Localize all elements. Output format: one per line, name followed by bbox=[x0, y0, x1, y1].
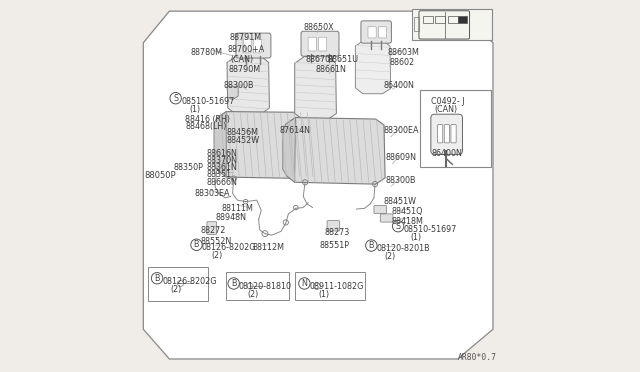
Text: 88111M: 88111M bbox=[221, 204, 253, 213]
Text: B: B bbox=[154, 274, 160, 283]
Polygon shape bbox=[143, 11, 493, 359]
Text: 88361N: 88361N bbox=[207, 163, 237, 172]
FancyBboxPatch shape bbox=[308, 37, 316, 51]
Text: 88780M: 88780M bbox=[191, 48, 223, 57]
Text: C0492- J: C0492- J bbox=[431, 97, 465, 106]
FancyBboxPatch shape bbox=[431, 114, 463, 154]
Text: 88416 (RH): 88416 (RH) bbox=[186, 115, 230, 124]
Text: (CAN): (CAN) bbox=[435, 105, 458, 114]
Text: 88661N: 88661N bbox=[316, 65, 346, 74]
Text: 88370N: 88370N bbox=[207, 156, 237, 165]
Text: 88603M: 88603M bbox=[388, 48, 420, 57]
Text: 88050P: 88050P bbox=[145, 171, 176, 180]
FancyBboxPatch shape bbox=[444, 125, 449, 143]
Text: 88452W: 88452W bbox=[227, 136, 259, 145]
FancyBboxPatch shape bbox=[368, 27, 376, 38]
Text: 88303EA: 88303EA bbox=[195, 189, 230, 198]
Text: 88650X: 88650X bbox=[303, 23, 334, 32]
Polygon shape bbox=[227, 55, 269, 115]
Text: 88666N: 88666N bbox=[207, 178, 237, 187]
Text: (2): (2) bbox=[170, 285, 182, 294]
Text: 08126-8202G: 08126-8202G bbox=[163, 277, 217, 286]
Text: 86400N: 86400N bbox=[384, 81, 415, 90]
Text: 86400N: 86400N bbox=[431, 149, 463, 158]
FancyBboxPatch shape bbox=[236, 33, 271, 58]
Text: B: B bbox=[194, 240, 199, 249]
FancyBboxPatch shape bbox=[243, 39, 251, 53]
Text: S: S bbox=[396, 222, 401, 231]
Text: 88112M: 88112M bbox=[252, 243, 284, 252]
FancyBboxPatch shape bbox=[361, 21, 392, 43]
Text: 08120-81810: 08120-81810 bbox=[239, 282, 292, 291]
Text: 08510-51697: 08510-51697 bbox=[182, 97, 235, 106]
FancyBboxPatch shape bbox=[253, 39, 262, 53]
Text: 88791M: 88791M bbox=[230, 33, 262, 42]
FancyBboxPatch shape bbox=[378, 27, 387, 38]
FancyBboxPatch shape bbox=[301, 31, 339, 56]
Text: 88418M: 88418M bbox=[392, 217, 423, 225]
Bar bbox=[458, 16, 467, 23]
Text: S: S bbox=[173, 94, 178, 103]
Text: B: B bbox=[369, 241, 374, 250]
Text: 88350P: 88350P bbox=[173, 163, 203, 172]
Bar bbox=[148, 267, 209, 301]
Text: (1): (1) bbox=[410, 233, 421, 242]
FancyBboxPatch shape bbox=[207, 222, 216, 234]
FancyBboxPatch shape bbox=[327, 221, 340, 231]
Text: 88451W: 88451W bbox=[384, 197, 417, 206]
Polygon shape bbox=[283, 118, 296, 182]
Text: 88651U: 88651U bbox=[328, 55, 358, 64]
Text: 88300B: 88300B bbox=[385, 176, 415, 185]
Text: AR80*0.7: AR80*0.7 bbox=[458, 353, 497, 362]
Text: 88272: 88272 bbox=[200, 226, 225, 235]
Text: 88670Y: 88670Y bbox=[305, 55, 335, 64]
FancyBboxPatch shape bbox=[380, 214, 393, 222]
FancyBboxPatch shape bbox=[451, 125, 456, 143]
Polygon shape bbox=[355, 40, 390, 94]
Text: 08120-8201B: 08120-8201B bbox=[376, 244, 430, 253]
Text: 88273: 88273 bbox=[324, 228, 349, 237]
Bar bbox=[420, 90, 491, 167]
Text: 88300B: 88300B bbox=[223, 81, 254, 90]
Bar bbox=[435, 16, 445, 23]
Text: 88451Q: 88451Q bbox=[392, 207, 423, 216]
Polygon shape bbox=[227, 86, 238, 100]
FancyBboxPatch shape bbox=[319, 37, 326, 51]
Text: 88602: 88602 bbox=[390, 58, 415, 67]
Text: 88351: 88351 bbox=[207, 170, 232, 179]
Text: (2): (2) bbox=[384, 252, 396, 261]
Polygon shape bbox=[286, 118, 385, 184]
Bar bbox=[449, 16, 458, 23]
Text: 08126-8202G: 08126-8202G bbox=[202, 243, 256, 252]
Bar bbox=[424, 16, 433, 23]
Polygon shape bbox=[216, 112, 316, 179]
Text: 08510-51697: 08510-51697 bbox=[403, 225, 457, 234]
Polygon shape bbox=[214, 112, 227, 177]
Text: 87614N: 87614N bbox=[279, 126, 310, 135]
Text: 88948N: 88948N bbox=[215, 213, 246, 222]
Text: 88790M: 88790M bbox=[229, 65, 261, 74]
Text: (1): (1) bbox=[189, 105, 200, 114]
Text: 88468(LH): 88468(LH) bbox=[186, 122, 227, 131]
Bar bbox=[296, 272, 365, 300]
Bar bbox=[225, 272, 289, 300]
Text: (1): (1) bbox=[319, 290, 330, 299]
Text: 88700+A: 88700+A bbox=[228, 45, 265, 54]
Text: (CAN): (CAN) bbox=[230, 55, 253, 64]
FancyBboxPatch shape bbox=[438, 125, 443, 143]
Text: N: N bbox=[301, 279, 307, 288]
Text: B: B bbox=[231, 279, 236, 288]
Text: 88552N: 88552N bbox=[200, 237, 232, 246]
Text: 88616N: 88616N bbox=[207, 149, 237, 158]
Text: 88551P: 88551P bbox=[319, 241, 349, 250]
Text: 88300EA: 88300EA bbox=[383, 126, 419, 135]
Text: 08911-1082G: 08911-1082G bbox=[310, 282, 364, 291]
Text: (2): (2) bbox=[248, 290, 259, 299]
Text: 88456M: 88456M bbox=[227, 128, 259, 137]
Polygon shape bbox=[294, 56, 337, 120]
FancyBboxPatch shape bbox=[374, 205, 387, 214]
Text: (2): (2) bbox=[211, 251, 223, 260]
FancyBboxPatch shape bbox=[412, 9, 492, 40]
Text: 88609N: 88609N bbox=[385, 153, 416, 161]
